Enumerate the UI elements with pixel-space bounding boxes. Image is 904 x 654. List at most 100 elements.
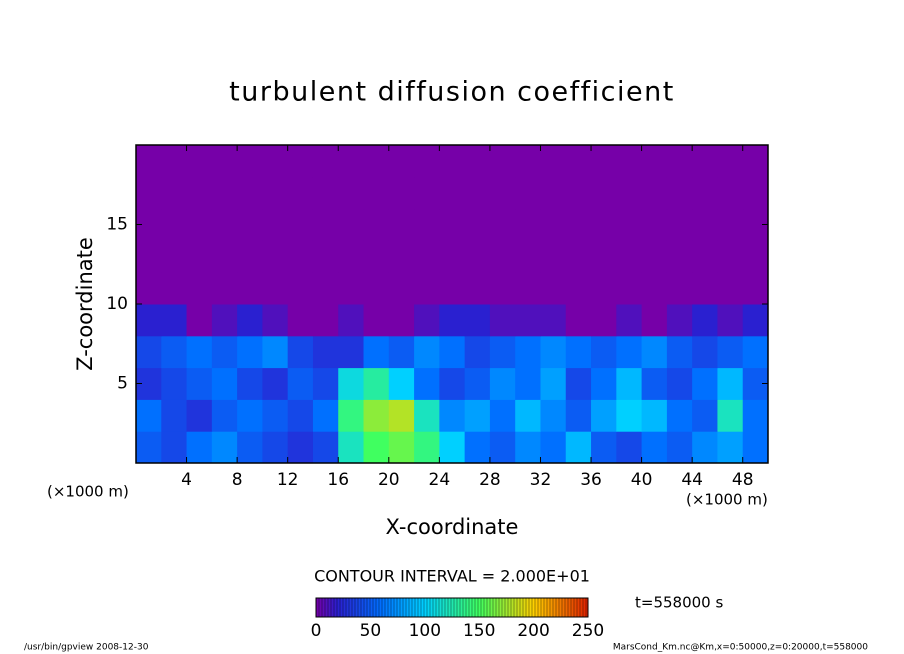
heat-cell [489, 145, 516, 178]
heat-cell [312, 272, 339, 305]
x-unit-label: (×1000 m) [686, 491, 768, 509]
heat-cell [363, 399, 390, 432]
heat-cell [641, 240, 668, 273]
heat-cell [439, 176, 466, 210]
heat-cell [363, 335, 390, 369]
heat-cell [388, 208, 415, 241]
heat-cell [742, 304, 769, 337]
x-unit-label: (×1000 m) [47, 483, 129, 501]
heat-cell [692, 335, 718, 369]
x-tick-label: 28 [479, 470, 501, 490]
heat-cell [439, 240, 466, 273]
heat-cell [591, 399, 617, 432]
heat-cell [136, 176, 162, 210]
heat-cell [692, 304, 718, 337]
heat-cell [489, 399, 516, 432]
heat-cell [363, 240, 390, 273]
heat-cell [591, 272, 617, 305]
heat-cell [363, 367, 390, 400]
heat-cell [742, 272, 769, 305]
heat-cell [565, 367, 592, 400]
contour-interval: CONTOUR INTERVAL = 2.000E+01 [314, 567, 590, 586]
heat-cell [262, 335, 289, 369]
heat-cell [363, 208, 390, 241]
heat-cell [616, 367, 643, 400]
heat-cell [414, 399, 440, 432]
x-axis-label: X-coordinate [386, 515, 519, 539]
heat-cell [515, 145, 541, 178]
heat-cell [186, 399, 213, 432]
heat-cell [540, 208, 567, 241]
heat-cell [338, 367, 365, 400]
heat-cell [565, 431, 592, 464]
heat-cell [692, 176, 718, 210]
heat-cell [565, 145, 592, 178]
heat-cell [666, 145, 693, 178]
y-tick-label: 5 [117, 374, 128, 394]
heat-cell [136, 304, 162, 337]
heat-cell [262, 145, 289, 178]
heat-cell [136, 431, 162, 464]
heat-cell [161, 304, 188, 337]
heat-cell [565, 176, 592, 210]
heat-cell [439, 367, 466, 400]
heat-cell [489, 240, 516, 273]
heat-cell [287, 367, 314, 400]
heat-cell [388, 399, 415, 432]
heat-cell [616, 145, 643, 178]
heat-cell [666, 272, 693, 305]
heat-cell [565, 240, 592, 273]
heat-cell [363, 145, 390, 178]
heat-cell [439, 208, 466, 241]
colorbar-tick-label: 200 [517, 621, 549, 641]
heat-cell [338, 431, 365, 464]
heat-cell [414, 272, 440, 305]
heat-cell [287, 208, 314, 241]
heat-cell [591, 176, 617, 210]
heat-cell [262, 399, 289, 432]
x-tick-label: 12 [277, 470, 299, 490]
heat-cell [692, 145, 718, 178]
heat-cell [616, 399, 643, 432]
heat-cell [540, 399, 567, 432]
heat-cell [717, 304, 744, 337]
heat-cell [262, 176, 289, 210]
heat-cell [540, 145, 567, 178]
heat-cell [338, 208, 365, 241]
heat-cell [439, 145, 466, 178]
heat-cell [312, 208, 339, 241]
heat-cell [388, 176, 415, 210]
heat-cell [312, 367, 339, 400]
heat-cell [186, 304, 213, 337]
heat-cell [338, 240, 365, 273]
footer-left: /usr/bin/gpview 2008-12-30 [24, 643, 149, 653]
heat-cell [237, 304, 263, 337]
heat-cell [565, 208, 592, 241]
heat-cell [641, 399, 668, 432]
heat-cell [692, 240, 718, 273]
heat-cell [717, 272, 744, 305]
y-tick-label: 10 [106, 294, 128, 314]
heat-cell [515, 272, 541, 305]
heat-cell [186, 145, 213, 178]
y-tick-label: 15 [106, 215, 128, 235]
heat-cell [211, 208, 238, 241]
heat-cell [489, 335, 516, 369]
heat-cell [464, 304, 491, 337]
heat-cell [515, 399, 541, 432]
heat-cell [591, 367, 617, 400]
heat-cell [237, 272, 263, 305]
heat-cell [388, 304, 415, 337]
heat-cell [742, 145, 769, 178]
heat-cell [211, 272, 238, 305]
heat-cell [464, 208, 491, 241]
heat-cell [136, 272, 162, 305]
heat-cell [211, 335, 238, 369]
heat-cell [565, 272, 592, 305]
heat-cell [641, 208, 668, 241]
x-tick-label: 32 [530, 470, 552, 490]
heat-cell [186, 240, 213, 273]
colorbar-tick-label: 250 [572, 621, 604, 641]
heat-cell [338, 272, 365, 305]
heat-cell [717, 208, 744, 241]
